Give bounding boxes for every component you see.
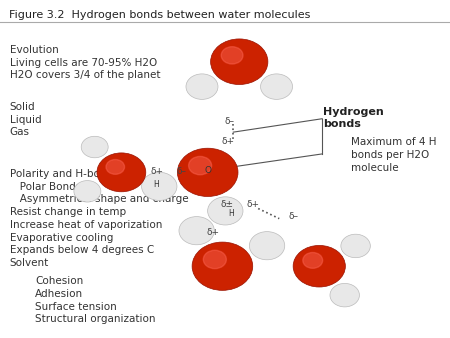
Circle shape: [179, 217, 214, 245]
Circle shape: [293, 245, 345, 287]
Circle shape: [221, 47, 243, 64]
Text: O: O: [204, 166, 211, 175]
Text: molecule: molecule: [351, 163, 398, 173]
Text: δ±: δ±: [220, 200, 233, 209]
Text: Figure 3.2  Hydrogen bonds between water molecules: Figure 3.2 Hydrogen bonds between water …: [9, 10, 310, 20]
Circle shape: [186, 74, 218, 99]
Circle shape: [177, 148, 238, 196]
Circle shape: [341, 234, 370, 258]
Circle shape: [303, 252, 323, 268]
Text: H: H: [229, 209, 234, 218]
Text: Asymmetrical shape and charge: Asymmetrical shape and charge: [10, 194, 189, 204]
Text: Solvent: Solvent: [10, 258, 49, 268]
Text: Structural organization: Structural organization: [35, 314, 156, 324]
Text: Living cells are 70-95% H2O: Living cells are 70-95% H2O: [10, 58, 157, 68]
Circle shape: [203, 250, 226, 269]
Text: δ+: δ+: [151, 167, 164, 176]
Text: H2O covers 3/4 of the planet: H2O covers 3/4 of the planet: [10, 70, 160, 80]
Text: Surface tension: Surface tension: [35, 302, 117, 312]
Text: Evolution: Evolution: [10, 45, 59, 55]
Circle shape: [74, 180, 101, 202]
Circle shape: [106, 160, 125, 174]
Circle shape: [97, 153, 146, 192]
Circle shape: [249, 232, 285, 260]
Text: δ–: δ–: [176, 167, 187, 176]
Text: Maximum of 4 H: Maximum of 4 H: [351, 137, 436, 147]
Text: Polarity and H-bonds: Polarity and H-bonds: [10, 169, 118, 179]
Text: Increase heat of vaporization: Increase heat of vaporization: [10, 220, 162, 230]
Text: Adhesion: Adhesion: [35, 289, 83, 299]
Text: δ+: δ+: [221, 137, 234, 146]
Text: Cohesion: Cohesion: [35, 276, 83, 286]
Circle shape: [189, 156, 211, 175]
Text: Evaporative cooling: Evaporative cooling: [10, 233, 113, 243]
Circle shape: [142, 172, 177, 200]
Circle shape: [81, 136, 108, 158]
Text: Resist change in temp: Resist change in temp: [10, 207, 126, 217]
Text: Liquid: Liquid: [10, 115, 41, 125]
Text: δ–: δ–: [288, 212, 298, 221]
Circle shape: [261, 74, 292, 99]
Text: bonds per H2O: bonds per H2O: [351, 150, 429, 160]
Text: Hydrogen
bonds: Hydrogen bonds: [324, 107, 384, 128]
Circle shape: [330, 284, 360, 307]
Circle shape: [211, 39, 268, 84]
Text: Gas: Gas: [10, 127, 30, 138]
Text: Expands below 4 degrees C: Expands below 4 degrees C: [10, 245, 154, 256]
Text: δ–: δ–: [225, 117, 235, 125]
Text: H: H: [153, 180, 159, 189]
Text: Polar Bonds: Polar Bonds: [10, 182, 81, 192]
Circle shape: [207, 197, 243, 225]
Text: Solid: Solid: [10, 102, 36, 112]
Text: δ+: δ+: [207, 227, 220, 237]
Circle shape: [192, 242, 253, 290]
Text: δ+: δ+: [247, 200, 260, 209]
